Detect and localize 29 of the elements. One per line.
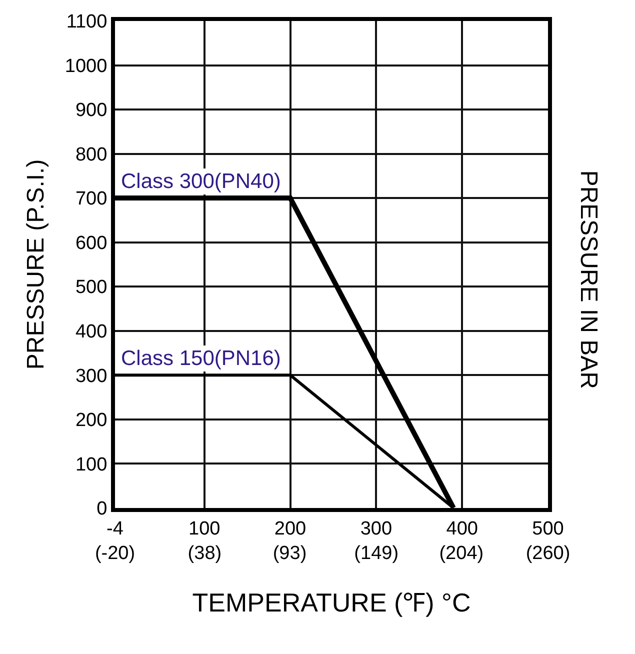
- x2-tick-label: (149): [354, 543, 399, 564]
- x-tick-label: -4: [106, 518, 124, 540]
- x2-tick-label: (93): [272, 543, 307, 564]
- y-tick-label: 100: [75, 454, 108, 476]
- x-tick-label: 400: [446, 518, 478, 540]
- x2-tick-label: (204): [439, 543, 484, 564]
- x-tick-label: 500: [532, 518, 564, 540]
- x-axis-title: TEMPERATURE (℉) °C: [192, 588, 471, 618]
- y-tick-label: 900: [75, 100, 108, 122]
- series-label: Class 150(PN16): [121, 347, 281, 370]
- y-tick-label: 500: [75, 277, 108, 298]
- y-tick-label: 400: [75, 322, 108, 343]
- x2-tick-label: (-20): [94, 543, 136, 564]
- x-tick-label: 200: [274, 518, 306, 540]
- x-tick-label: 300: [360, 518, 392, 540]
- x2-tick-label: (38): [188, 543, 222, 564]
- y-tick-label: 0: [96, 498, 108, 520]
- y-tick-label: 200: [75, 410, 108, 432]
- y-tick-label: 700: [75, 188, 108, 210]
- x2-tick-label: (260): [526, 543, 570, 564]
- x-tick-label: 100: [188, 518, 220, 540]
- y-axis-title: PRESSURE (P.S.I.): [22, 159, 50, 370]
- y-tick-label: 300: [75, 366, 108, 387]
- y-tick-label: 1000: [64, 56, 108, 77]
- y2-axis-title: PRESSURE IN BAR: [574, 170, 602, 389]
- y-tick-label: 1100: [66, 12, 108, 33]
- series-label: Class 300(PN40): [121, 170, 281, 193]
- y-tick-label: 600: [75, 232, 108, 254]
- y-tick-label: 800: [75, 144, 108, 166]
